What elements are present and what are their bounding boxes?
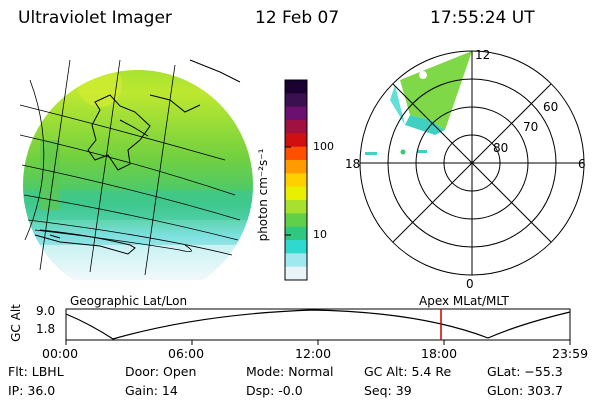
colorbar-band [285,200,307,214]
colorbar-tick-10: 10 [313,228,327,241]
time-tick-0000: 00:00 [42,346,79,361]
colorbar-band [285,266,307,281]
colorbar: photon cm⁻²s⁻¹ [256,79,308,281]
gc-alt-info: GC Alt: 5.4 Re [364,364,452,379]
colorbar-band [285,106,307,121]
mlat-60-label: 60 [543,100,558,114]
glat-info: GLat: −55.3 [487,364,563,379]
dsp-info: Dsp: -0.0 [246,383,303,398]
mlt-18-label: 18 [345,157,360,171]
gain-info: Gain: 14 [125,383,178,398]
colorbar-band [285,213,307,228]
mlat-70-label: 70 [523,120,538,134]
colorbar-band [285,186,307,201]
mode-info: Mode: Normal [246,364,334,379]
alt-tick-low: 1.8 [36,322,56,336]
colorbar-band [285,173,307,188]
geographic-image [19,59,253,280]
glon-info: GLon: 303.7 [487,383,563,398]
altitude-plot [65,308,571,345]
mlt-6-label: 6 [578,157,586,171]
colorbar-band [285,146,307,161]
colorbar-band [285,253,307,268]
timeline-right-label: Apex MLat/MLT [419,294,509,308]
colorbar-band [285,120,307,134]
mlt-0-label: 0 [466,277,474,290]
time-tick-0600: 06:00 [168,346,205,361]
colorbar-band [285,133,307,148]
polar-plot: 60 70 80 12 18 6 0 [345,48,586,290]
mlt-12-label: 12 [475,48,490,62]
filter-info: Flt: LBHL [8,364,64,379]
time-tick-2359: 23:59 [552,346,589,361]
seq-info: Seq: 39 [364,383,412,398]
alt-tick-high: 9.0 [36,304,56,318]
colorbar-tick-100: 100 [313,140,334,153]
colorbar-band [285,93,307,108]
ip-info: IP: 36.0 [8,383,56,398]
colorbar-label: photon cm⁻²s⁻¹ [256,148,270,241]
app-title: Ultraviolet Imager [18,8,172,28]
time-tick-1200: 12:00 [295,346,332,361]
mlat-80-label: 80 [493,141,508,155]
colorbar-band [285,240,307,254]
date-label: 12 Feb 07 [255,8,340,28]
door-info: Door: Open [125,364,197,379]
time-tick-1800: 18:00 [421,346,458,361]
colorbar-band [285,160,307,174]
colorbar-band [285,226,307,241]
colorbar-band [285,80,307,94]
time-label: 17:55:24 UT [430,8,535,28]
timeline-left-label: Geographic Lat/Lon [70,294,188,308]
